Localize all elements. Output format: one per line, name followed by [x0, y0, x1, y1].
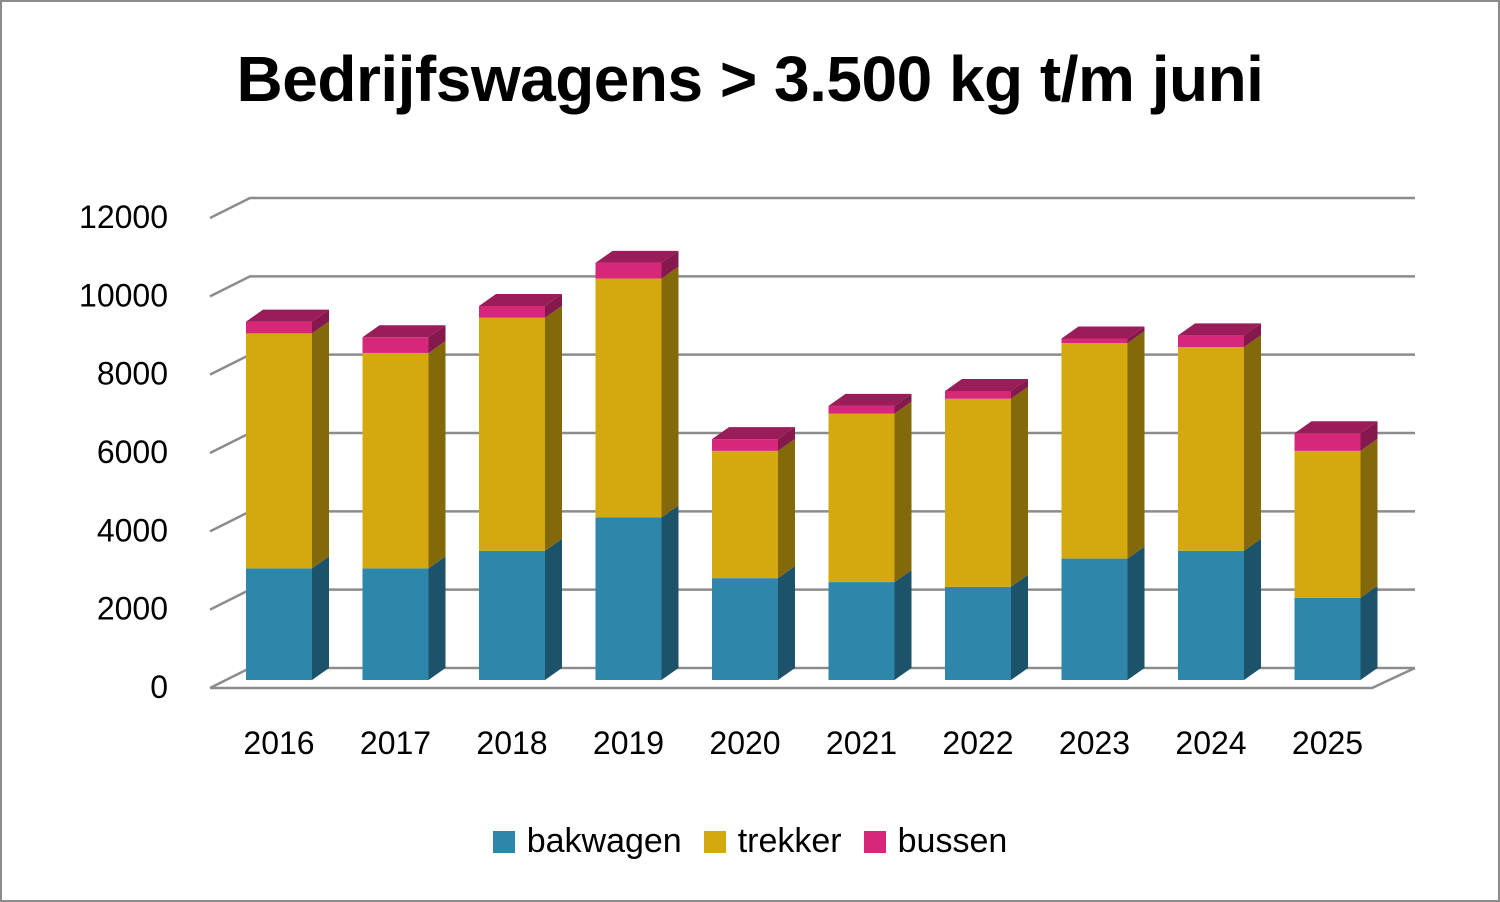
- y-axis-ticks: 0 2000 4000 6000 8000 10000 12000: [79, 199, 168, 705]
- bar-segment-bakwagen-2024: [1178, 538, 1261, 680]
- bar-segment-bakwagen-2025: [1294, 585, 1378, 680]
- gridline: [209, 275, 1415, 298]
- legend-item-bussen: bussen: [863, 822, 1008, 861]
- legend-label: trekker: [737, 822, 842, 860]
- x-tick-label: 2017: [360, 725, 431, 761]
- legend-item-trekker: trekker: [703, 822, 842, 861]
- y-tick-label: 6000: [97, 434, 168, 470]
- x-tick-label: 2020: [709, 725, 780, 761]
- chart-title: Bedrijfswagens > 3.500 kg t/m juni: [236, 43, 1264, 115]
- x-tick-label: 2022: [942, 725, 1013, 761]
- bar-segment-trekker-2024: [1178, 335, 1261, 551]
- legend-label: bussen: [897, 822, 1008, 860]
- y-tick-label: 10000: [79, 277, 168, 313]
- bar-segment-bussen-2024: [1178, 323, 1261, 348]
- bar-segment-bussen-2021: [828, 393, 912, 414]
- y-tick-label: 12000: [79, 199, 168, 235]
- bar-segment-bussen-2016: [246, 309, 329, 334]
- bar-segment-trekker-2018: [479, 305, 562, 551]
- bar-segment-bussen-2022: [945, 378, 1028, 399]
- bars: [246, 250, 1378, 680]
- bar-segment-trekker-2021: [828, 401, 912, 583]
- y-tick-label: 8000: [97, 356, 168, 392]
- x-tick-label: 2019: [593, 725, 664, 761]
- x-tick-label: 2018: [476, 725, 547, 761]
- bar-segment-trekker-2017: [362, 340, 446, 569]
- legend-label: bakwagen: [526, 822, 682, 860]
- bar-segment-trekker-2022: [945, 386, 1028, 587]
- x-tick-label: 2021: [826, 725, 897, 761]
- y-tick-label: 4000: [97, 512, 168, 548]
- bar-segment-bakwagen-2016: [246, 556, 329, 680]
- bar-segment-bussen-2020: [712, 427, 795, 451]
- y-tick-label: 0: [150, 669, 168, 705]
- bar-segment-bakwagen-2021: [828, 570, 912, 680]
- x-tick-label: 2024: [1175, 725, 1246, 761]
- bar-segment-bakwagen-2022: [945, 574, 1028, 680]
- legend-swatch: [492, 830, 515, 853]
- bar-segment-trekker-2020: [712, 438, 795, 579]
- x-tick-label: 2016: [243, 725, 314, 761]
- legend-swatch: [863, 830, 886, 853]
- bar-segment-trekker-2019: [595, 266, 679, 518]
- bar-segment-bakwagen-2018: [479, 538, 562, 680]
- gridline: [209, 196, 1415, 220]
- legend-swatch: [703, 830, 726, 853]
- bar-segment-trekker-2023: [1061, 331, 1145, 559]
- legend-item-bakwagen: bakwagen: [492, 822, 682, 861]
- y-tick-label: 2000: [97, 591, 168, 627]
- bar-segment-bussen-2019: [595, 250, 679, 279]
- bar-segment-bakwagen-2017: [362, 556, 446, 680]
- x-tick-label: 2025: [1292, 725, 1363, 761]
- x-axis-ticks: 2016 2017 2018 2019 2020 2021 2022 2023 2024 2025: [243, 725, 1363, 761]
- bar-segment-bakwagen-2019: [595, 505, 679, 680]
- floor-edge: [210, 666, 1416, 690]
- bar-segment-trekker-2025: [1294, 438, 1378, 598]
- x-tick-label: 2023: [1059, 725, 1130, 761]
- bar-segment-bussen-2017: [362, 325, 446, 353]
- bar-segment-bussen-2023: [1061, 326, 1145, 344]
- bar-segment-bussen-2018: [479, 293, 562, 318]
- legend: bakwagen trekker bussen: [0, 822, 1500, 861]
- bar-segment-trekker-2016: [246, 321, 329, 569]
- bar-segment-bakwagen-2020: [712, 566, 795, 680]
- bar-segment-bakwagen-2023: [1061, 546, 1145, 680]
- bar-segment-bussen-2025: [1294, 421, 1378, 451]
